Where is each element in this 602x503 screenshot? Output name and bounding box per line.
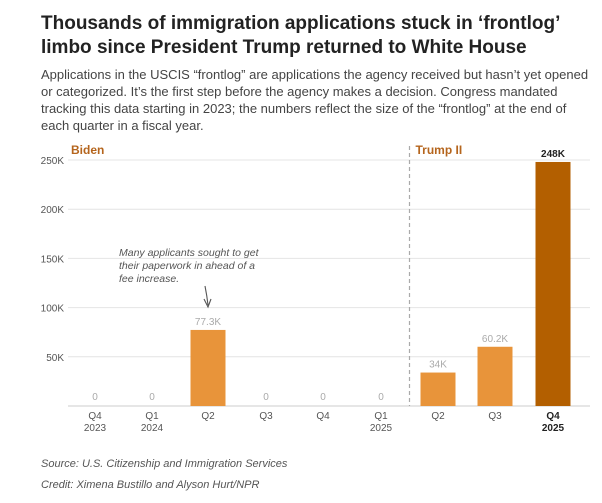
bar-value-label: 60.2K: [482, 334, 508, 345]
y-tick-label: 250K: [41, 156, 65, 167]
annotation-text: their paperwork in ahead of a: [119, 260, 255, 272]
bar-value-label: 34K: [429, 360, 447, 371]
bar: [535, 161, 571, 406]
x-tick-label: 2025: [542, 423, 565, 434]
bar-value-label: 0: [149, 392, 155, 403]
x-tick-label: Q3: [488, 411, 502, 422]
bar-value-label: 0: [263, 392, 269, 403]
x-tick-label: Q4: [88, 411, 102, 422]
chart-subtitle: Applications in the USCIS “frontlog” are…: [41, 67, 589, 133]
y-tick-label: 200K: [41, 205, 65, 216]
bar: [190, 329, 226, 406]
y-tick-label: 100K: [41, 304, 65, 315]
annotation-text: Many applicants sought to get: [119, 247, 260, 259]
annotation-arrowhead: [203, 298, 212, 309]
chart-title: Thousands of immigration applications st…: [41, 13, 560, 58]
era-label-trump: Trump II: [416, 143, 463, 157]
bar-value-label: 77.3K: [195, 317, 221, 328]
bar-value-label: 248K: [541, 149, 566, 160]
bar: [477, 346, 513, 406]
annotation-text: fee increase.: [119, 273, 179, 285]
x-tick-label: Q4: [316, 411, 330, 422]
x-tick-label: 2023: [84, 423, 107, 434]
bar-value-label: 0: [92, 392, 98, 403]
x-tick-label: Q4: [546, 411, 560, 422]
bar-value-label: 0: [378, 392, 384, 403]
bar-value-label: 0: [320, 392, 326, 403]
y-tick-label: 50K: [46, 353, 64, 364]
x-tick-label: Q3: [259, 411, 273, 422]
x-tick-label: 2025: [370, 423, 393, 434]
annotation-arrow: [204, 285, 209, 306]
source-note: Source: U.S. Citizenship and Immigration…: [41, 458, 288, 470]
x-tick-label: Q2: [201, 411, 215, 422]
x-tick-label: Q2: [431, 411, 445, 422]
y-tick-label: 150K: [41, 254, 65, 265]
x-tick-label: Q1: [374, 411, 388, 422]
credit-note: Credit: Ximena Bustillo and Alyson Hurt/…: [41, 479, 260, 491]
x-tick-label: 2024: [141, 423, 164, 434]
era-label-biden: Biden: [71, 143, 104, 157]
x-tick-label: Q1: [145, 411, 159, 422]
bar: [420, 372, 456, 406]
